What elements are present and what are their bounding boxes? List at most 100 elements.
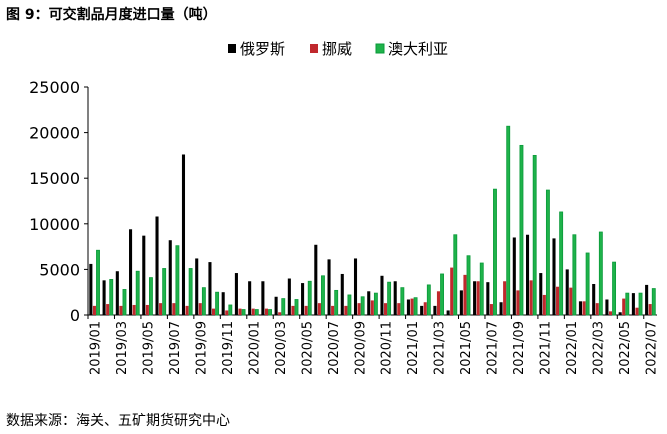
- bar-俄罗斯-2019/12: [234, 273, 238, 315]
- bar-挪威-2021/01: [410, 298, 414, 315]
- bar-俄罗斯-2021/05: [459, 290, 463, 315]
- bar-澳大利亚-2019/03: [122, 289, 127, 316]
- x-tick-label: 2020/11: [380, 321, 395, 375]
- x-tick-label: 2020/03: [274, 321, 289, 375]
- x-tick-label: 2019/11: [221, 321, 236, 375]
- bar-澳大利亚-2019/08: [188, 268, 193, 316]
- legend-swatch: [375, 43, 385, 54]
- bar-挪威-2020/03: [278, 312, 282, 315]
- bar-挪威-2020/07: [331, 305, 335, 315]
- bar-俄罗斯-2020/08: [340, 273, 344, 315]
- x-tick-label: 2020/09: [353, 321, 368, 375]
- bar-俄罗斯-2022/07: [645, 284, 649, 315]
- bar-挪威-2021/11: [542, 294, 546, 315]
- x-tick-label: 2021/03: [433, 321, 448, 375]
- bar-俄罗斯-2020/07: [327, 259, 331, 315]
- bar-俄罗斯-2020/09: [353, 258, 358, 315]
- bar-澳大利亚-2022/02: [585, 252, 590, 316]
- bar-俄罗斯-2022/01: [565, 269, 569, 315]
- bar-挪威-2020/12: [397, 303, 401, 315]
- bar-澳大利亚-2019/04: [135, 270, 140, 316]
- bar-澳大利亚-2019/01: [96, 249, 100, 316]
- legend-label: 挪威: [322, 40, 352, 58]
- x-tick-label: 2020/07: [327, 321, 342, 375]
- bar-俄罗斯-2021/06: [473, 281, 477, 315]
- bar-挪威-2021/09: [516, 290, 520, 315]
- bar-挪威-2020/11: [384, 303, 388, 315]
- bar-俄罗斯-2019/08: [181, 154, 186, 315]
- x-tick-label: 2019/07: [168, 321, 183, 375]
- x-tick-label: 2021/05: [459, 321, 474, 375]
- bar-俄罗斯-2022/04: [605, 299, 609, 315]
- bar-俄罗斯-2019/05: [142, 235, 146, 315]
- y-tick-label: 5000: [39, 260, 80, 279]
- bar-挪威-2020/04: [291, 305, 295, 315]
- bar-俄罗斯-2020/12: [393, 281, 397, 315]
- bar-挪威-2019/04: [132, 304, 136, 315]
- bar-澳大利亚-2021/08: [506, 125, 511, 316]
- bar-挪威-2022/02: [582, 301, 586, 315]
- bar-挪威-2019/08: [185, 305, 189, 315]
- bar-挪威-2019/09: [198, 303, 202, 315]
- bar-澳大利亚-2020/11: [387, 281, 392, 316]
- x-tick-label: 2022/07: [644, 321, 659, 375]
- bar-澳大利亚-2021/04: [453, 234, 458, 316]
- bar-挪威-2020/06: [317, 303, 321, 315]
- bar-挪威-2022/05: [622, 298, 626, 315]
- bar-澳大利亚-2021/05: [466, 255, 471, 316]
- bar-挪威-2019/11: [225, 310, 229, 315]
- bar-澳大利亚-2021/07: [493, 188, 497, 316]
- bar-俄罗斯-2021/12: [552, 238, 556, 315]
- bar-俄罗斯-2021/08: [499, 302, 503, 315]
- x-tick-label: 2022/05: [618, 321, 633, 375]
- bar-俄罗斯-2019/07: [168, 240, 172, 315]
- bar-挪威-2019/10: [211, 308, 216, 315]
- bar-澳大利亚-2020/07: [334, 289, 339, 316]
- bar-挪威-2020/09: [357, 303, 361, 315]
- bar-澳大利亚-2020/05: [307, 280, 312, 316]
- bar-挪威-2020/08: [344, 305, 348, 315]
- bar-澳大利亚-2021/12: [559, 211, 564, 316]
- bar-俄罗斯-2020/10: [367, 291, 371, 315]
- bar-俄罗斯-2019/02: [102, 280, 106, 315]
- bar-澳大利亚-2020/09: [360, 296, 365, 316]
- bar-挪威-2020/01: [251, 308, 255, 315]
- bar-挪威-2019/07: [172, 303, 176, 315]
- bar-澳大利亚-2020/01: [254, 309, 259, 316]
- bar-澳大利亚-2022/01: [572, 234, 577, 316]
- bar-挪威-2019/01: [92, 305, 96, 315]
- x-tick-label: 2019/05: [142, 321, 157, 375]
- source-note: 数据来源：海关、五矿期货研究中心: [6, 413, 230, 429]
- bar-澳大利亚-2021/11: [545, 189, 550, 316]
- bar-澳大利亚-2021/09: [519, 144, 524, 316]
- bar-挪威-2022/04: [608, 311, 613, 315]
- bar-挪威-2019/06: [159, 303, 163, 315]
- bar-俄罗斯-2019/03: [115, 271, 119, 315]
- bar-澳大利亚-2019/09: [201, 287, 206, 316]
- bar-俄罗斯-2020/06: [314, 244, 318, 315]
- bar-俄罗斯-2021/10: [525, 234, 530, 315]
- chart-title: 图 9：可交割品月度进口量（吨）: [6, 7, 217, 23]
- bar-澳大利亚-2019/06: [162, 268, 167, 316]
- bar-澳大利亚-2021/03: [440, 273, 444, 316]
- bar-俄罗斯-2022/05: [618, 312, 622, 315]
- x-tick-label: 2019/03: [115, 321, 130, 375]
- bar-挪威-2022/01: [569, 287, 573, 315]
- bar-俄罗斯-2019/11: [221, 292, 225, 315]
- bar-挪威-2019/12: [238, 308, 242, 315]
- bar-挪威-2022/03: [595, 303, 599, 315]
- bar-澳大利亚-2021/02: [426, 284, 431, 316]
- x-tick-label: 2019/09: [194, 321, 209, 375]
- bar-澳大利亚-2019/10: [215, 291, 220, 316]
- legend-swatch: [310, 44, 318, 53]
- bar-澳大利亚-2019/11: [228, 304, 233, 316]
- bar-澳大利亚-2020/03: [281, 298, 286, 316]
- bar-澳大利亚-2021/06: [479, 262, 484, 316]
- y-tick-label: 20000: [29, 124, 80, 143]
- bar-澳大利亚-2019/02: [109, 279, 114, 316]
- legend-label: 澳大利亚: [388, 40, 448, 58]
- bar-俄罗斯-2022/02: [578, 301, 583, 315]
- bar-挪威-2021/12: [556, 286, 560, 315]
- bar-俄罗斯-2020/03: [274, 296, 278, 315]
- bar-俄罗斯-2021/02: [420, 305, 424, 315]
